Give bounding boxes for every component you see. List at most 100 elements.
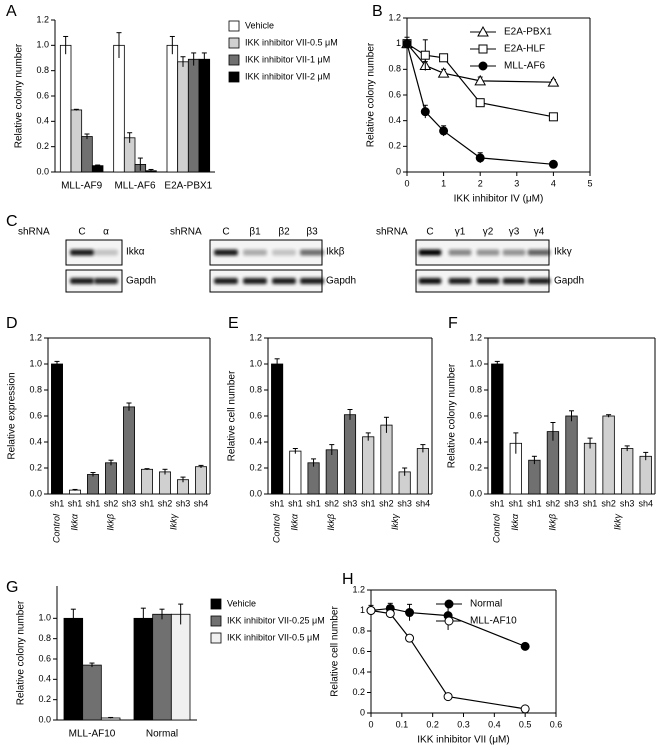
x-tick-label: 0 bbox=[404, 178, 409, 188]
y-axis-label: Relative cell number bbox=[330, 606, 341, 697]
y-tick-label: 0.2 bbox=[388, 141, 401, 151]
blot-band bbox=[70, 249, 94, 256]
y-tick-label: 0.6 bbox=[388, 89, 401, 99]
bar bbox=[602, 415, 615, 495]
bar bbox=[166, 44, 179, 173]
y-tick-label: 0.2 bbox=[38, 694, 51, 704]
bar bbox=[198, 58, 211, 173]
y-tick-label: 1.2 bbox=[29, 332, 42, 342]
blot-band bbox=[527, 249, 551, 256]
blot-target-label: Ikkα bbox=[126, 247, 145, 258]
y-tick-label: 1.0 bbox=[469, 358, 482, 368]
marker bbox=[366, 606, 376, 615]
lane-label: α bbox=[103, 227, 109, 238]
blot-band bbox=[243, 278, 267, 284]
blot-frame bbox=[65, 269, 123, 293]
bar bbox=[113, 44, 125, 173]
blot-band bbox=[448, 249, 472, 256]
y-tick-label: 0.8 bbox=[36, 65, 49, 75]
legend-swatch bbox=[228, 54, 240, 66]
legend-swatch bbox=[210, 615, 222, 627]
blot-band bbox=[476, 249, 500, 256]
y-tick-label: 0.8 bbox=[29, 384, 42, 394]
legend-marker bbox=[477, 25, 489, 37]
y-tick-label: 0.6 bbox=[38, 653, 51, 663]
panel-label: D bbox=[6, 315, 18, 332]
bar bbox=[141, 468, 153, 495]
x-tick-label: sh1 bbox=[288, 498, 303, 508]
x-tick-label: sh3 bbox=[176, 498, 191, 508]
legend-marker bbox=[478, 61, 488, 71]
blot-control-label: Gapdh bbox=[326, 276, 356, 287]
x-tick-label: 5 bbox=[587, 178, 592, 188]
group-label: Ikkβ bbox=[547, 514, 557, 531]
bar bbox=[565, 415, 578, 495]
blot-band bbox=[300, 278, 324, 284]
blot-band bbox=[527, 278, 551, 284]
x-tick-label: sh3 bbox=[122, 498, 137, 508]
x-tick-label: sh1 bbox=[50, 498, 65, 508]
bar bbox=[152, 613, 172, 721]
blot-band bbox=[502, 278, 526, 284]
bar bbox=[70, 109, 83, 173]
x-tick-label: sh3 bbox=[620, 498, 635, 508]
y-tick-label: 1.0 bbox=[29, 358, 42, 368]
panel-label: H bbox=[342, 571, 354, 588]
legend-swatch bbox=[210, 598, 222, 610]
bar bbox=[325, 449, 338, 495]
bar bbox=[271, 363, 284, 495]
shrna-label: shRNA bbox=[376, 227, 408, 238]
x-tick-label: sh1 bbox=[527, 498, 542, 508]
lane-label: γ3 bbox=[509, 227, 520, 238]
marker bbox=[420, 50, 430, 60]
y-tick-label: 0.2 bbox=[352, 687, 365, 697]
x-tick-label: E2A-PBX1 bbox=[164, 181, 212, 192]
x-tick-label: sh4 bbox=[194, 498, 209, 508]
lane-label: C bbox=[426, 227, 433, 238]
x-tick-label: 0.1 bbox=[396, 719, 409, 729]
x-tick-label: sh1 bbox=[140, 498, 155, 508]
y-tick-label: 1.2 bbox=[36, 14, 49, 24]
lane-label: C bbox=[222, 227, 229, 238]
y-tick-label: 0.6 bbox=[249, 410, 262, 420]
blot-band bbox=[214, 278, 238, 284]
marker bbox=[520, 641, 530, 651]
legend-marker bbox=[444, 616, 454, 626]
x-tick-label: sh1 bbox=[270, 498, 285, 508]
y-tick-label: 0.0 bbox=[36, 166, 49, 176]
y-tick-label: 0.4 bbox=[469, 436, 482, 446]
bar bbox=[416, 448, 429, 495]
legend-label: Normal bbox=[470, 599, 502, 610]
bar bbox=[170, 613, 191, 721]
lane-label: β3 bbox=[306, 227, 318, 238]
bar bbox=[81, 136, 93, 173]
marker bbox=[439, 53, 449, 63]
blot-band bbox=[272, 249, 296, 256]
legend-label: IKK inhibitor VII-0.25 μM bbox=[227, 615, 325, 625]
y-tick-label: 0.4 bbox=[36, 116, 49, 126]
bar bbox=[133, 617, 154, 721]
bar bbox=[63, 617, 84, 721]
y-tick-label: 0.2 bbox=[249, 462, 262, 472]
x-tick-label: sh2 bbox=[601, 498, 616, 508]
legend-label: MLL-AF6 bbox=[504, 61, 546, 72]
lane-label: β1 bbox=[249, 227, 261, 238]
shrna-label: shRNA bbox=[18, 227, 50, 238]
marker bbox=[548, 112, 558, 122]
legend-label: IKK inhibitor VII-0.5 μM bbox=[227, 632, 320, 642]
y-tick-label: 0.4 bbox=[352, 666, 365, 676]
bar bbox=[82, 664, 102, 721]
blot-target-label: Ikkβ bbox=[326, 247, 345, 258]
x-tick-label: 0.4 bbox=[488, 719, 501, 729]
group-label: Ikkα bbox=[290, 513, 300, 531]
blot-band bbox=[243, 249, 267, 256]
x-tick-label: MLL-AF6 bbox=[114, 181, 156, 192]
y-tick-label: 0.4 bbox=[388, 115, 401, 125]
legend-swatch bbox=[210, 632, 222, 644]
y-axis-label: Relative expression bbox=[7, 372, 18, 459]
legend-swatch bbox=[228, 37, 240, 49]
legend-swatch bbox=[228, 71, 240, 83]
bar bbox=[195, 466, 207, 495]
y-tick-label: 0.2 bbox=[36, 141, 49, 151]
